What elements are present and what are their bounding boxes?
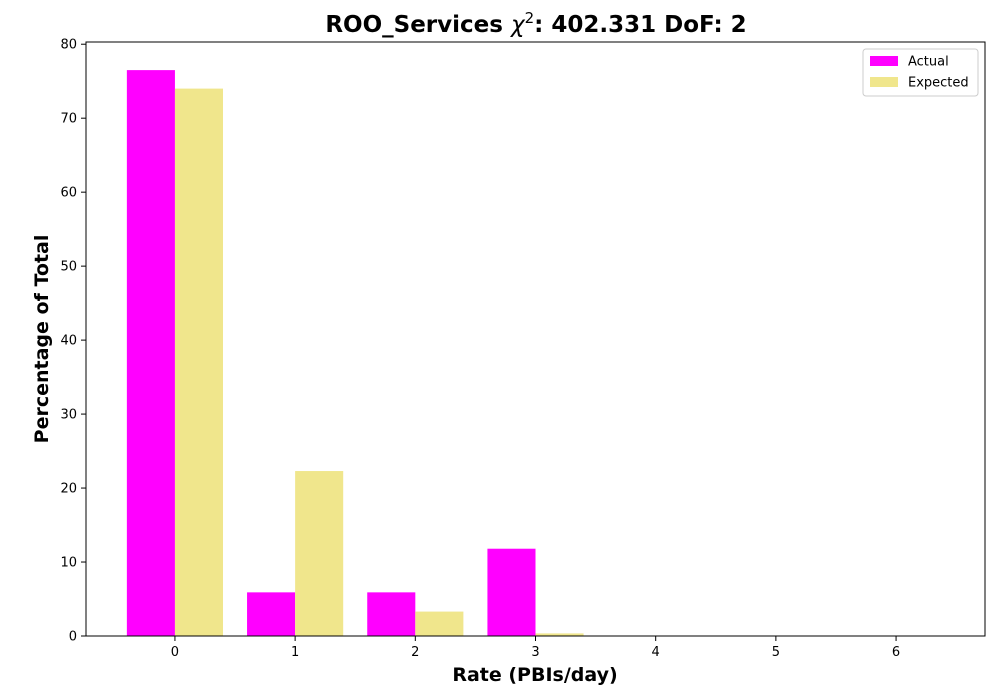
legend-label-expected: Expected	[908, 76, 969, 91]
x-tick-label: 3	[531, 645, 539, 660]
chart-title-suffix: : 402.331 DoF: 2	[534, 12, 747, 38]
chart-title: ROO_Services χ2: 402.331 DoF: 2	[325, 9, 746, 38]
x-tick-label: 1	[291, 645, 299, 660]
y-tick-label: 60	[60, 186, 77, 201]
legend-swatch-actual	[870, 56, 898, 66]
y-axis: 0 10 20 30 40 50 60 70 80	[60, 38, 86, 645]
y-tick-label: 40	[60, 334, 77, 349]
bar-actual-3	[487, 548, 536, 636]
x-tick-label: 0	[171, 645, 179, 660]
x-axis-label: Rate (PBIs/day)	[452, 664, 617, 686]
y-tick-label: 80	[60, 38, 77, 53]
x-axis: 0 1 2 3 4 5 6	[171, 636, 900, 660]
chart-title-chi: χ	[509, 12, 526, 38]
bar-expected-3	[535, 633, 584, 636]
y-axis-label: Percentage of Total	[31, 235, 53, 444]
y-tick-label: 10	[60, 556, 77, 571]
y-tick-label: 70	[60, 112, 77, 127]
y-tick-label: 50	[60, 260, 77, 275]
bar-actual-1	[247, 592, 296, 636]
bar-actual-2	[367, 592, 416, 636]
x-tick-label: 6	[892, 645, 900, 660]
x-tick-label: 2	[411, 645, 419, 660]
x-tick-label: 5	[772, 645, 780, 660]
legend: Actual Expected	[862, 48, 979, 97]
y-tick-label: 20	[60, 482, 77, 497]
x-tick-label: 4	[652, 645, 660, 660]
y-tick-label: 0	[69, 630, 77, 645]
bar-expected-2	[415, 611, 464, 636]
bar-expected-1	[295, 471, 344, 636]
chart-title-prefix: ROO_Services	[325, 12, 511, 38]
legend-swatch-expected	[870, 77, 898, 87]
y-tick-label: 30	[60, 408, 77, 423]
legend-label-actual: Actual	[908, 55, 949, 70]
bar-actual-0	[126, 70, 175, 636]
chart-title-superscript: 2	[525, 9, 535, 27]
plot-frame	[85, 41, 986, 637]
bar-expected-0	[174, 88, 224, 637]
bars-layer	[126, 70, 704, 637]
